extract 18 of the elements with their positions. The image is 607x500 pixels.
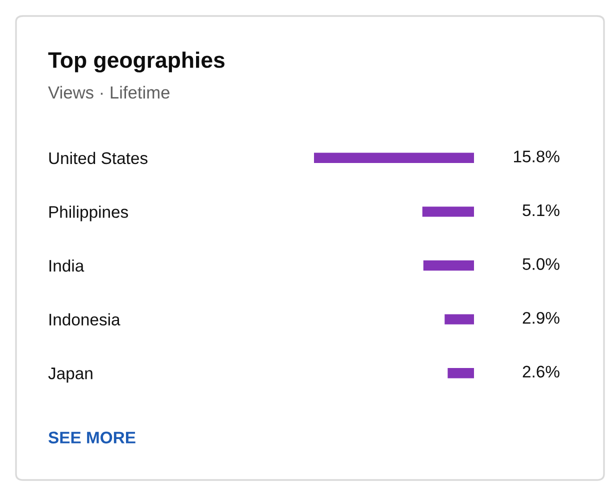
bar	[423, 260, 474, 271]
y-tick-label: Japan	[48, 368, 92, 383]
data-label: 2.9%	[522, 312, 560, 324]
y-tick-label: United States	[49, 152, 148, 164]
chart-title: Top geographies	[48, 52, 224, 72]
y-tick-label: Philippines	[49, 206, 128, 222]
bar	[422, 206, 474, 217]
data-label: 5.1%	[522, 204, 560, 216]
bar	[448, 368, 474, 378]
text: SEE MORE	[48, 432, 136, 444]
data-label: 5.0%	[522, 258, 560, 270]
data-label: 2.6%	[522, 366, 560, 378]
bar	[314, 152, 474, 164]
bar	[444, 314, 474, 324]
data-label: 15.8%	[514, 150, 560, 162]
text: Views · Lifetime	[48, 86, 170, 99]
y-tick-label: India	[50, 259, 84, 272]
y-tick-label: Indonesia	[50, 313, 120, 326]
